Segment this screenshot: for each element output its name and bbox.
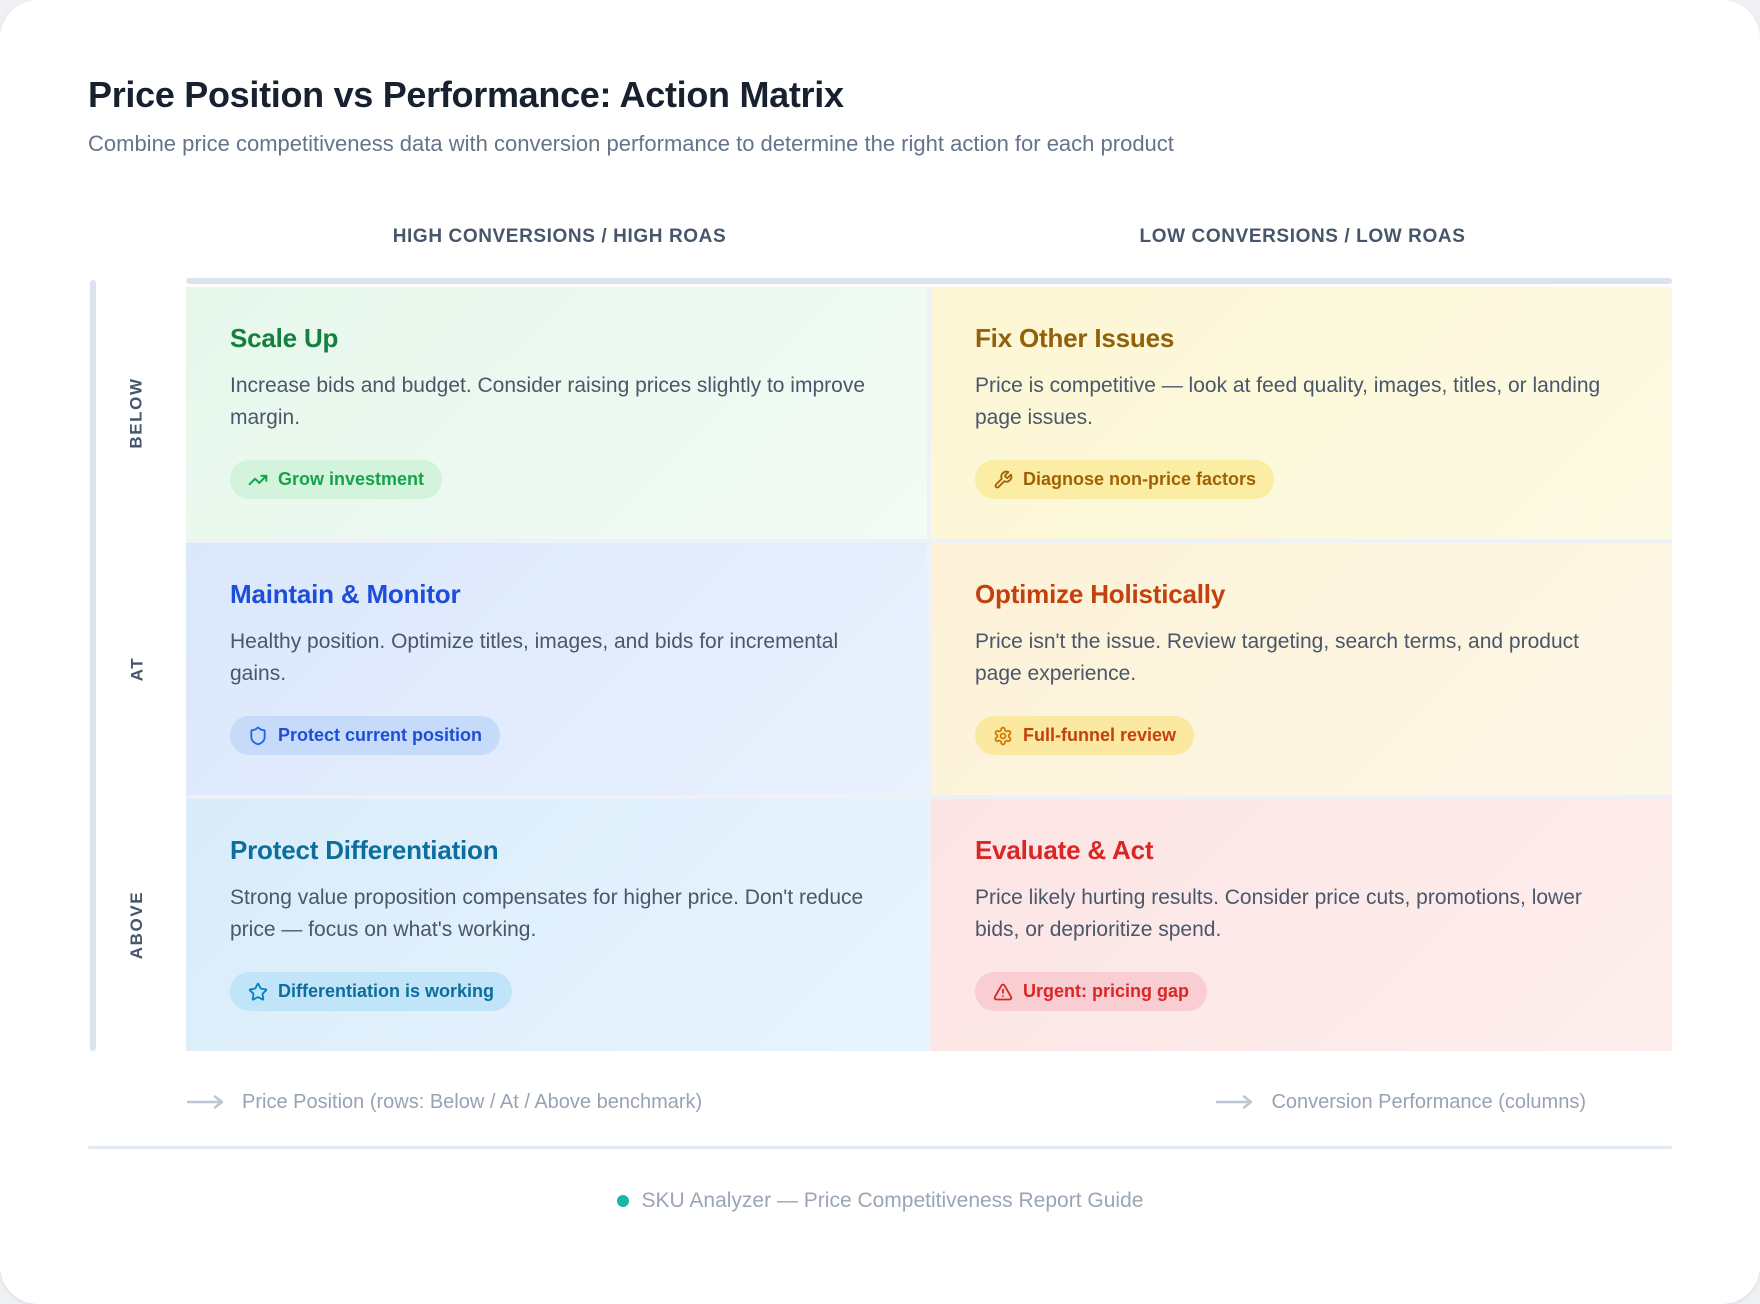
badge-label: Urgent: pricing gap [1023,981,1189,1002]
report-footer: SKU Analyzer — Price Competitiveness Rep… [88,1189,1672,1213]
shield-icon [250,726,266,745]
axis-legend: Price Position (rows: Below / At / Above… [88,1091,1672,1114]
row-label-above: ABOVE [127,890,146,960]
legend-rows-label: Price Position (rows: Below / At / Above… [242,1090,703,1113]
right-arrow-icon [186,1095,224,1109]
matrix-cell-evaluate-act: Evaluate & Act Price likely hurting resu… [931,798,1672,1051]
status-badge: Full-funnel review [975,716,1195,756]
status-badge: Grow investment [230,460,443,500]
alert-triangle-icon [993,983,1013,1000]
row-label-at: AT [126,656,146,682]
badge-label: Grow investment [278,469,425,490]
matrix-cell-optimize-holistically: Optimize Holistically Price isn't the is… [931,542,1672,795]
cell-description: Increase bids and budget. Consider raisi… [230,373,865,429]
legend-rows: Price Position (rows: Below / At / Above… [186,1091,702,1114]
page-title: Price Position vs Performance: Action Ma… [88,74,844,115]
column-header-low: LOW CONVERSIONS / LOW ROAS [1139,225,1466,247]
column-header-spacer [88,226,186,248]
matrix-cell-protect-differentiation: Protect Differentiation Strong value pro… [186,798,927,1051]
legend-columns-label: Conversion Performance (columns) [1271,1090,1586,1113]
cell-title: Maintain & Monitor [230,578,461,609]
page-subtitle: Combine price competitiveness data with … [88,131,1174,156]
cell-description: Price isn't the issue. Review targeting,… [975,629,1579,685]
cell-title: Scale Up [230,322,339,353]
row-label-below: BELOW [127,377,146,449]
y-axis-line [90,279,96,1051]
star-icon [248,982,268,1001]
trending-up-icon [248,474,268,485]
row-label-gutter: BELOW AT ABOVE [88,278,186,1055]
cell-description: Strong value proposition compensates for… [230,885,864,941]
badge-label: Protect current position [278,725,483,746]
cell-description: Healthy position. Optimize titles, image… [230,629,839,685]
badge-label: Differentiation is working [278,981,495,1002]
status-badge: Urgent: pricing gap [975,972,1207,1012]
cell-title: Optimize Holistically [975,578,1226,609]
cell-title: Protect Differentiation [230,834,499,865]
matrix-cell-fix-other-issues: Fix Other Issues Price is competitive — … [931,286,1672,539]
matrix-column-headers: HIGH CONVERSIONS / HIGH ROAS LOW CONVERS… [88,226,1672,248]
cell-description: Price is competitive — look at feed qual… [975,373,1601,429]
legend-columns: Conversion Performance (columns) [1215,1091,1586,1114]
cell-description: Price likely hurting results. Consider p… [975,885,1582,941]
column-header-high: HIGH CONVERSIONS / HIGH ROAS [392,225,727,247]
badge-label: Full-funnel review [1023,725,1177,746]
wrench-icon [994,470,1013,488]
status-badge: Protect current position [230,716,501,756]
brand-dot-icon [616,1194,629,1207]
gear-icon [994,726,1012,745]
status-badge: Diagnose non-price factors [975,460,1275,500]
action-matrix: BELOW AT ABOVE Scale Up Increase bids an… [88,277,1672,1055]
matrix-cell-maintain-monitor: Maintain & Monitor Healthy position. Opt… [186,542,927,795]
right-arrow-icon [1216,1095,1253,1109]
footer-divider [88,1145,1672,1149]
x-axis-line [186,277,1672,284]
cell-title: Fix Other Issues [975,322,1175,353]
cell-title: Evaluate & Act [975,834,1154,865]
footer-text: SKU Analyzer — Price Competitiveness Rep… [641,1188,1144,1212]
matrix-cell-scale-up: Scale Up Increase bids and budget. Consi… [186,286,927,539]
status-badge: Differentiation is working [230,972,513,1012]
matrix-grid: Scale Up Increase bids and budget. Consi… [186,286,1672,1051]
badge-label: Diagnose non-price factors [1023,469,1257,490]
